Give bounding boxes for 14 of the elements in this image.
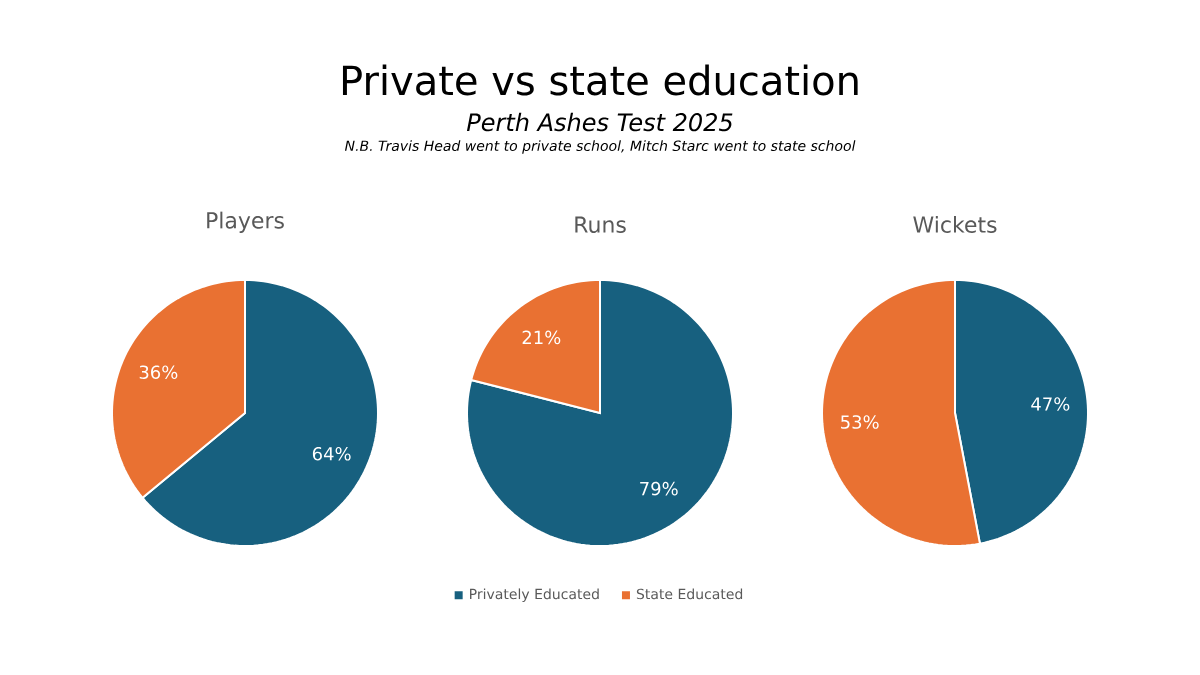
text: N.B. Travis Head went to private school, Mitch Starc went to state school — [344, 140, 856, 154]
text: Private vs state education — [342, 64, 858, 96]
text: Perth Ashes Test 2025 — [466, 112, 733, 132]
chart-title: Runs — [575, 216, 626, 233]
chart-title: Players — [207, 211, 284, 233]
data-label: 47% — [1031, 397, 1070, 411]
legend-label: Privately Educated — [470, 588, 599, 602]
data-label: 36% — [139, 365, 178, 380]
chart-title: Wickets — [913, 215, 997, 233]
data-label: 53% — [841, 415, 879, 429]
data-label: 21% — [522, 330, 561, 345]
data-label: 79% — [640, 481, 678, 496]
legend-label: State Educated — [636, 588, 743, 600]
data-label: 64% — [312, 446, 351, 461]
